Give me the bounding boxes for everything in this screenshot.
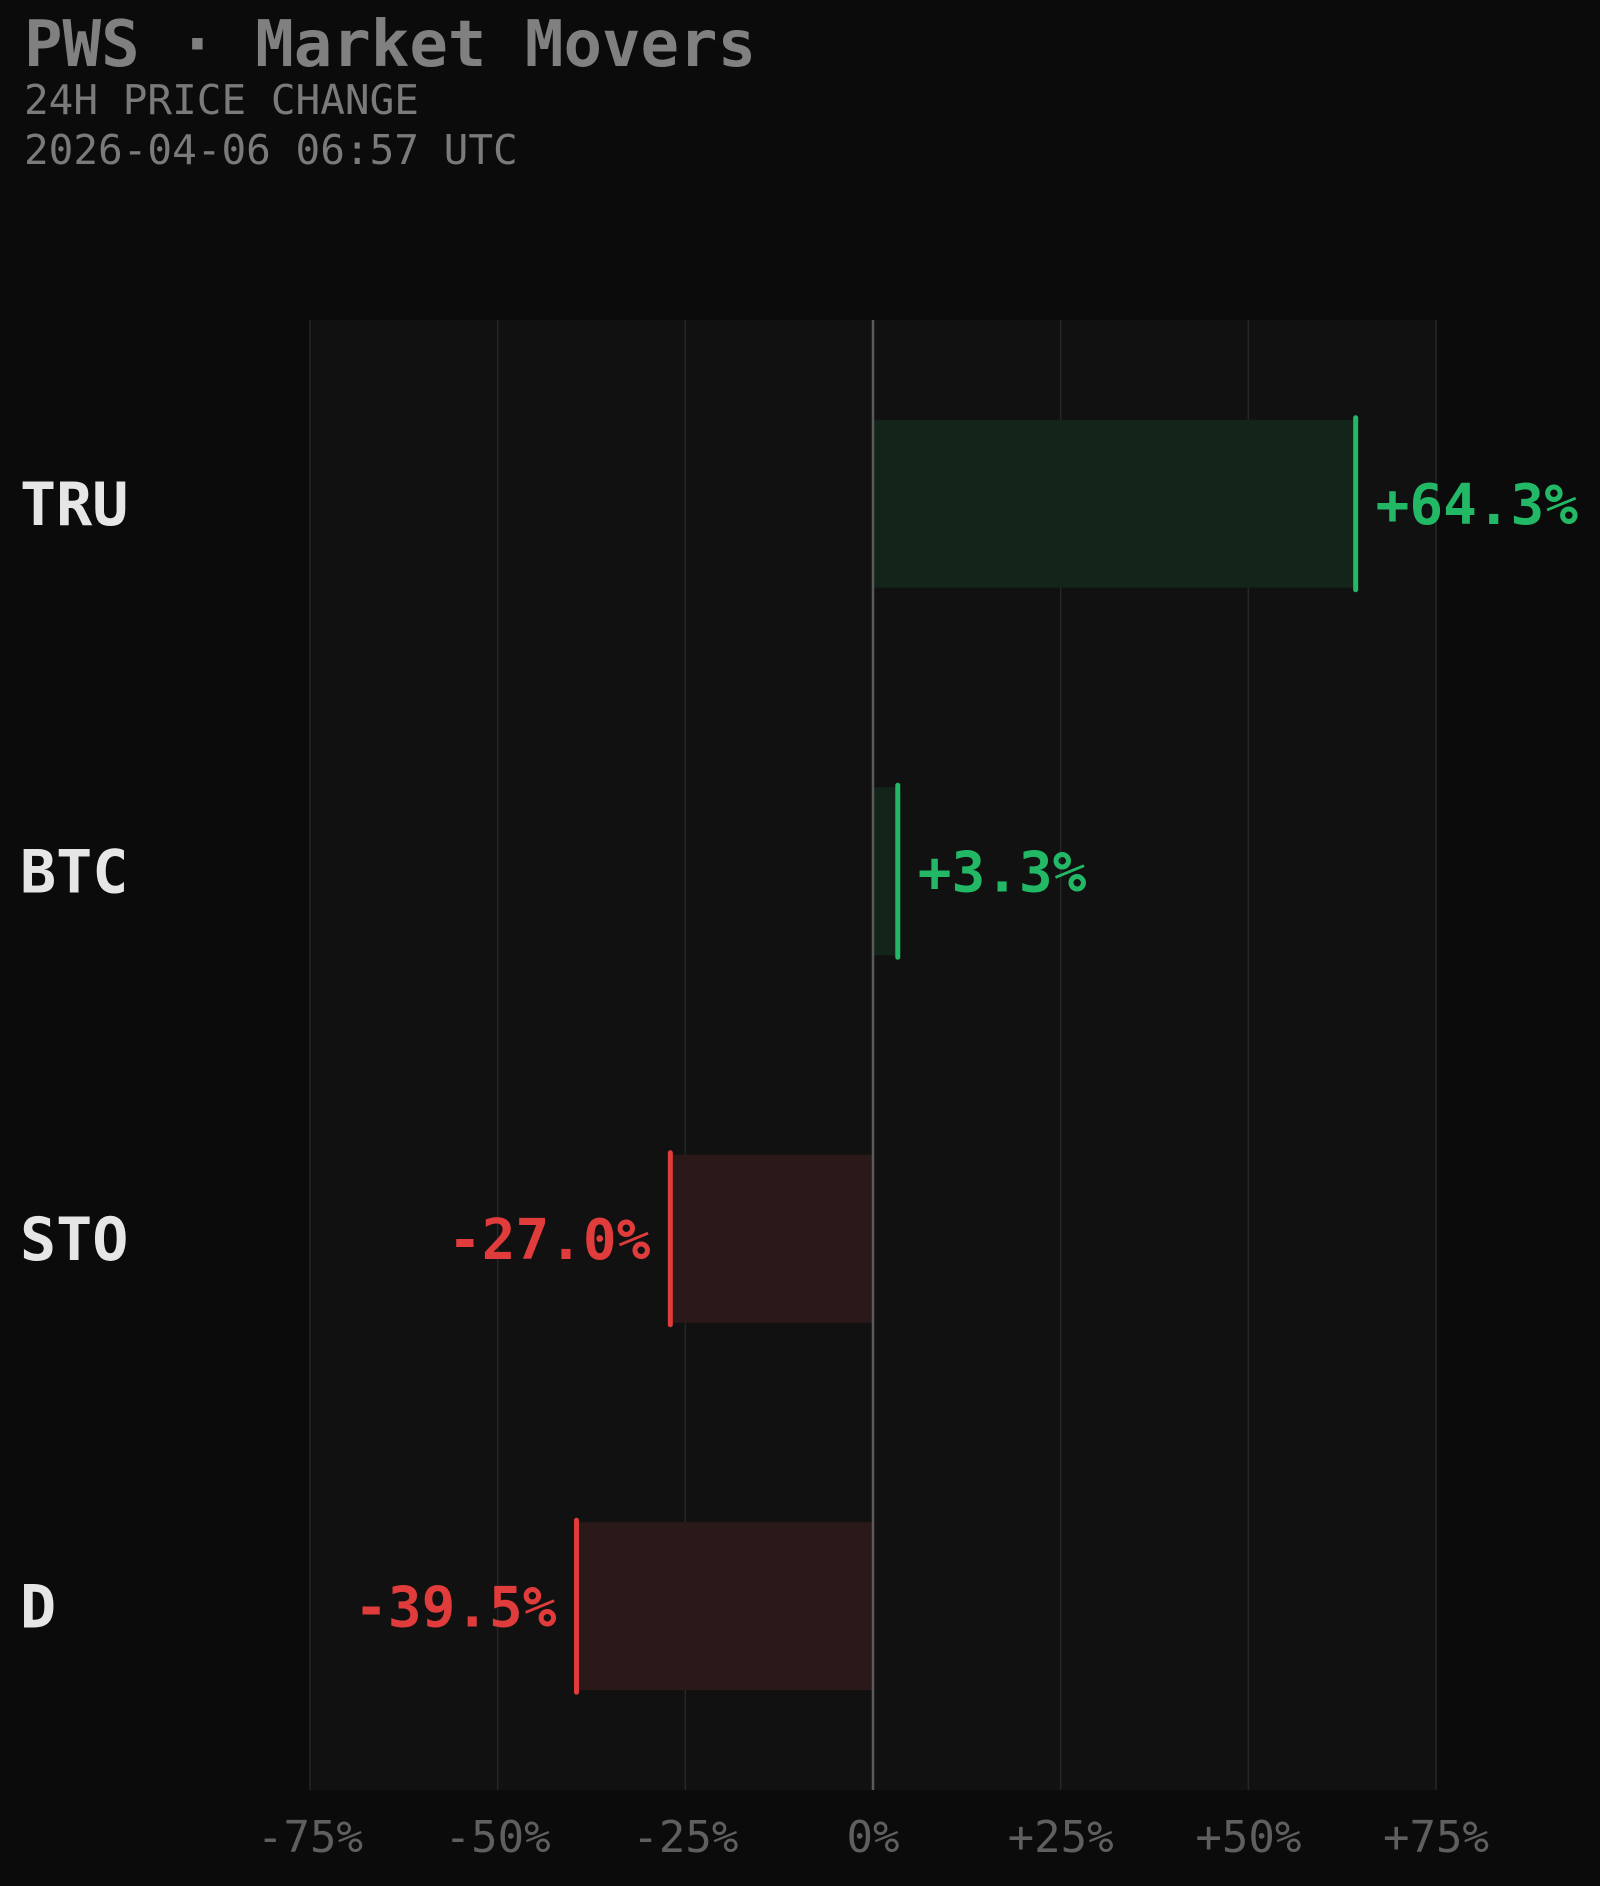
- ticker-label: STO: [20, 1205, 128, 1275]
- x-tick-label: -75%: [257, 1812, 363, 1863]
- bar-btc: [873, 787, 898, 956]
- ticker-label: BTC: [20, 837, 128, 907]
- bar-tru: [873, 419, 1356, 588]
- x-tick-label: +50%: [1195, 1812, 1301, 1863]
- ticker-label: TRU: [20, 470, 128, 540]
- value-label: +64.3%: [1376, 473, 1579, 538]
- x-tick-label: -50%: [445, 1812, 551, 1863]
- x-axis-ticks: -75% -50% -25% 0% +25% +50% +75%: [257, 1812, 1489, 1863]
- x-tick-label: +25%: [1008, 1812, 1114, 1863]
- x-tick-label: +75%: [1383, 1812, 1489, 1863]
- value-label: +3.3%: [918, 840, 1087, 905]
- x-tick-label: -25%: [632, 1812, 738, 1863]
- x-tick-label: 0%: [847, 1812, 900, 1863]
- chart-title: PWS · Market Movers: [24, 8, 757, 82]
- labels: TRU +64.3% BTC +3.3% STO -27.0% D -39.5%: [20, 470, 1578, 1643]
- bar-d: [576, 1522, 873, 1691]
- chart-subtitle: 24H PRICE CHANGE: [24, 76, 419, 124]
- value-label: -27.0%: [448, 1208, 651, 1273]
- timestamp: 2026-04-06 06:57 UTC: [24, 126, 518, 174]
- value-label: -39.5%: [354, 1575, 557, 1640]
- bar-sto: [670, 1154, 873, 1323]
- ticker-label: D: [20, 1572, 56, 1642]
- bars: [573, 415, 1359, 1695]
